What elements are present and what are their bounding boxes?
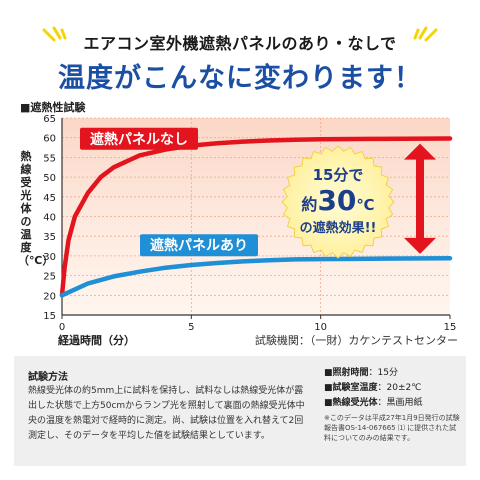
x-tick-label: 15	[444, 322, 457, 333]
badge-line-1: 15分で	[313, 166, 364, 184]
effect-badge	[281, 145, 395, 259]
accent-strokes-left	[42, 26, 67, 42]
y-tick-label: 35	[43, 232, 56, 243]
source-credit: 試験機関：（一財）カケンテストセンター	[254, 334, 458, 347]
badge-line-2: 約30℃	[301, 184, 374, 217]
series-line-2	[59, 256, 453, 298]
section-label: ■遮熱性試験	[20, 101, 86, 114]
badge-unit: ℃	[356, 196, 374, 214]
y-tick-label: 20	[43, 291, 56, 302]
condition-item: ■熱線受光体：黒画用紙	[324, 398, 423, 408]
method-title: 試験方法	[28, 372, 68, 383]
y-tick-label: 30	[43, 252, 56, 263]
x-tick-label: 5	[188, 322, 194, 333]
y-tick-label: 55	[43, 153, 56, 164]
difference-arrow	[404, 143, 436, 254]
method-text: 熱線受光体の約5mm上に試料を保持し、試料なしは熱線受光体が露出した状態で上方5…	[28, 386, 305, 441]
accent-strokes-right	[413, 26, 438, 42]
page-title: 温度がこんなに変わります！	[58, 63, 422, 94]
x-tick-label: 0	[59, 322, 65, 333]
footnote: ※このデータは平成27年1月9日発行の試験報告書OS-14-067665 ⑴ に…	[324, 414, 460, 442]
y-tick-label: 45	[43, 193, 56, 204]
badge-value: 30	[317, 184, 356, 217]
condition-item: ■試験室温度：20±2℃	[324, 383, 422, 393]
y-tick-label: 40	[43, 213, 56, 224]
x-axis-label: 経過時間（分）	[58, 334, 135, 347]
x-tick-label: 10	[314, 322, 327, 333]
series-label-1: 遮熱パネルなし	[90, 131, 188, 148]
line-chart: 15 20 25 30 35 40 45 50 55 60 65 0 5 10 15 遮熱パネルなし遮熱パネ…	[43, 114, 457, 333]
conditions-list: ■照射時間：15分 ■試験室温度：20±2℃ ■熱線受光体：黒画用紙 ※このデー…	[324, 366, 462, 443]
series-label-box-2	[140, 234, 258, 257]
y-tick-label: 50	[43, 173, 56, 184]
y-tick-label: 60	[43, 134, 56, 145]
condition-item: ■照射時間：15分	[324, 368, 398, 378]
badge-line-3: の遮熱効果!!	[300, 220, 377, 236]
y-tick-label: 25	[43, 272, 56, 283]
series-label-box-1	[80, 127, 198, 150]
badge-prefix: 約	[301, 195, 317, 214]
subtitle: エアコン室外機遮熱パネルのあり・なしで	[83, 34, 397, 53]
y-tick-label: 15	[43, 311, 56, 322]
series-label-2: 遮熱パネルあり	[150, 237, 248, 254]
y-tick-label: 65	[43, 114, 56, 125]
method-panel: 試験方法 熱線受光体の約5mm上に試料を保持し、試料なしは熱線受光体が露出した状…	[14, 356, 466, 466]
